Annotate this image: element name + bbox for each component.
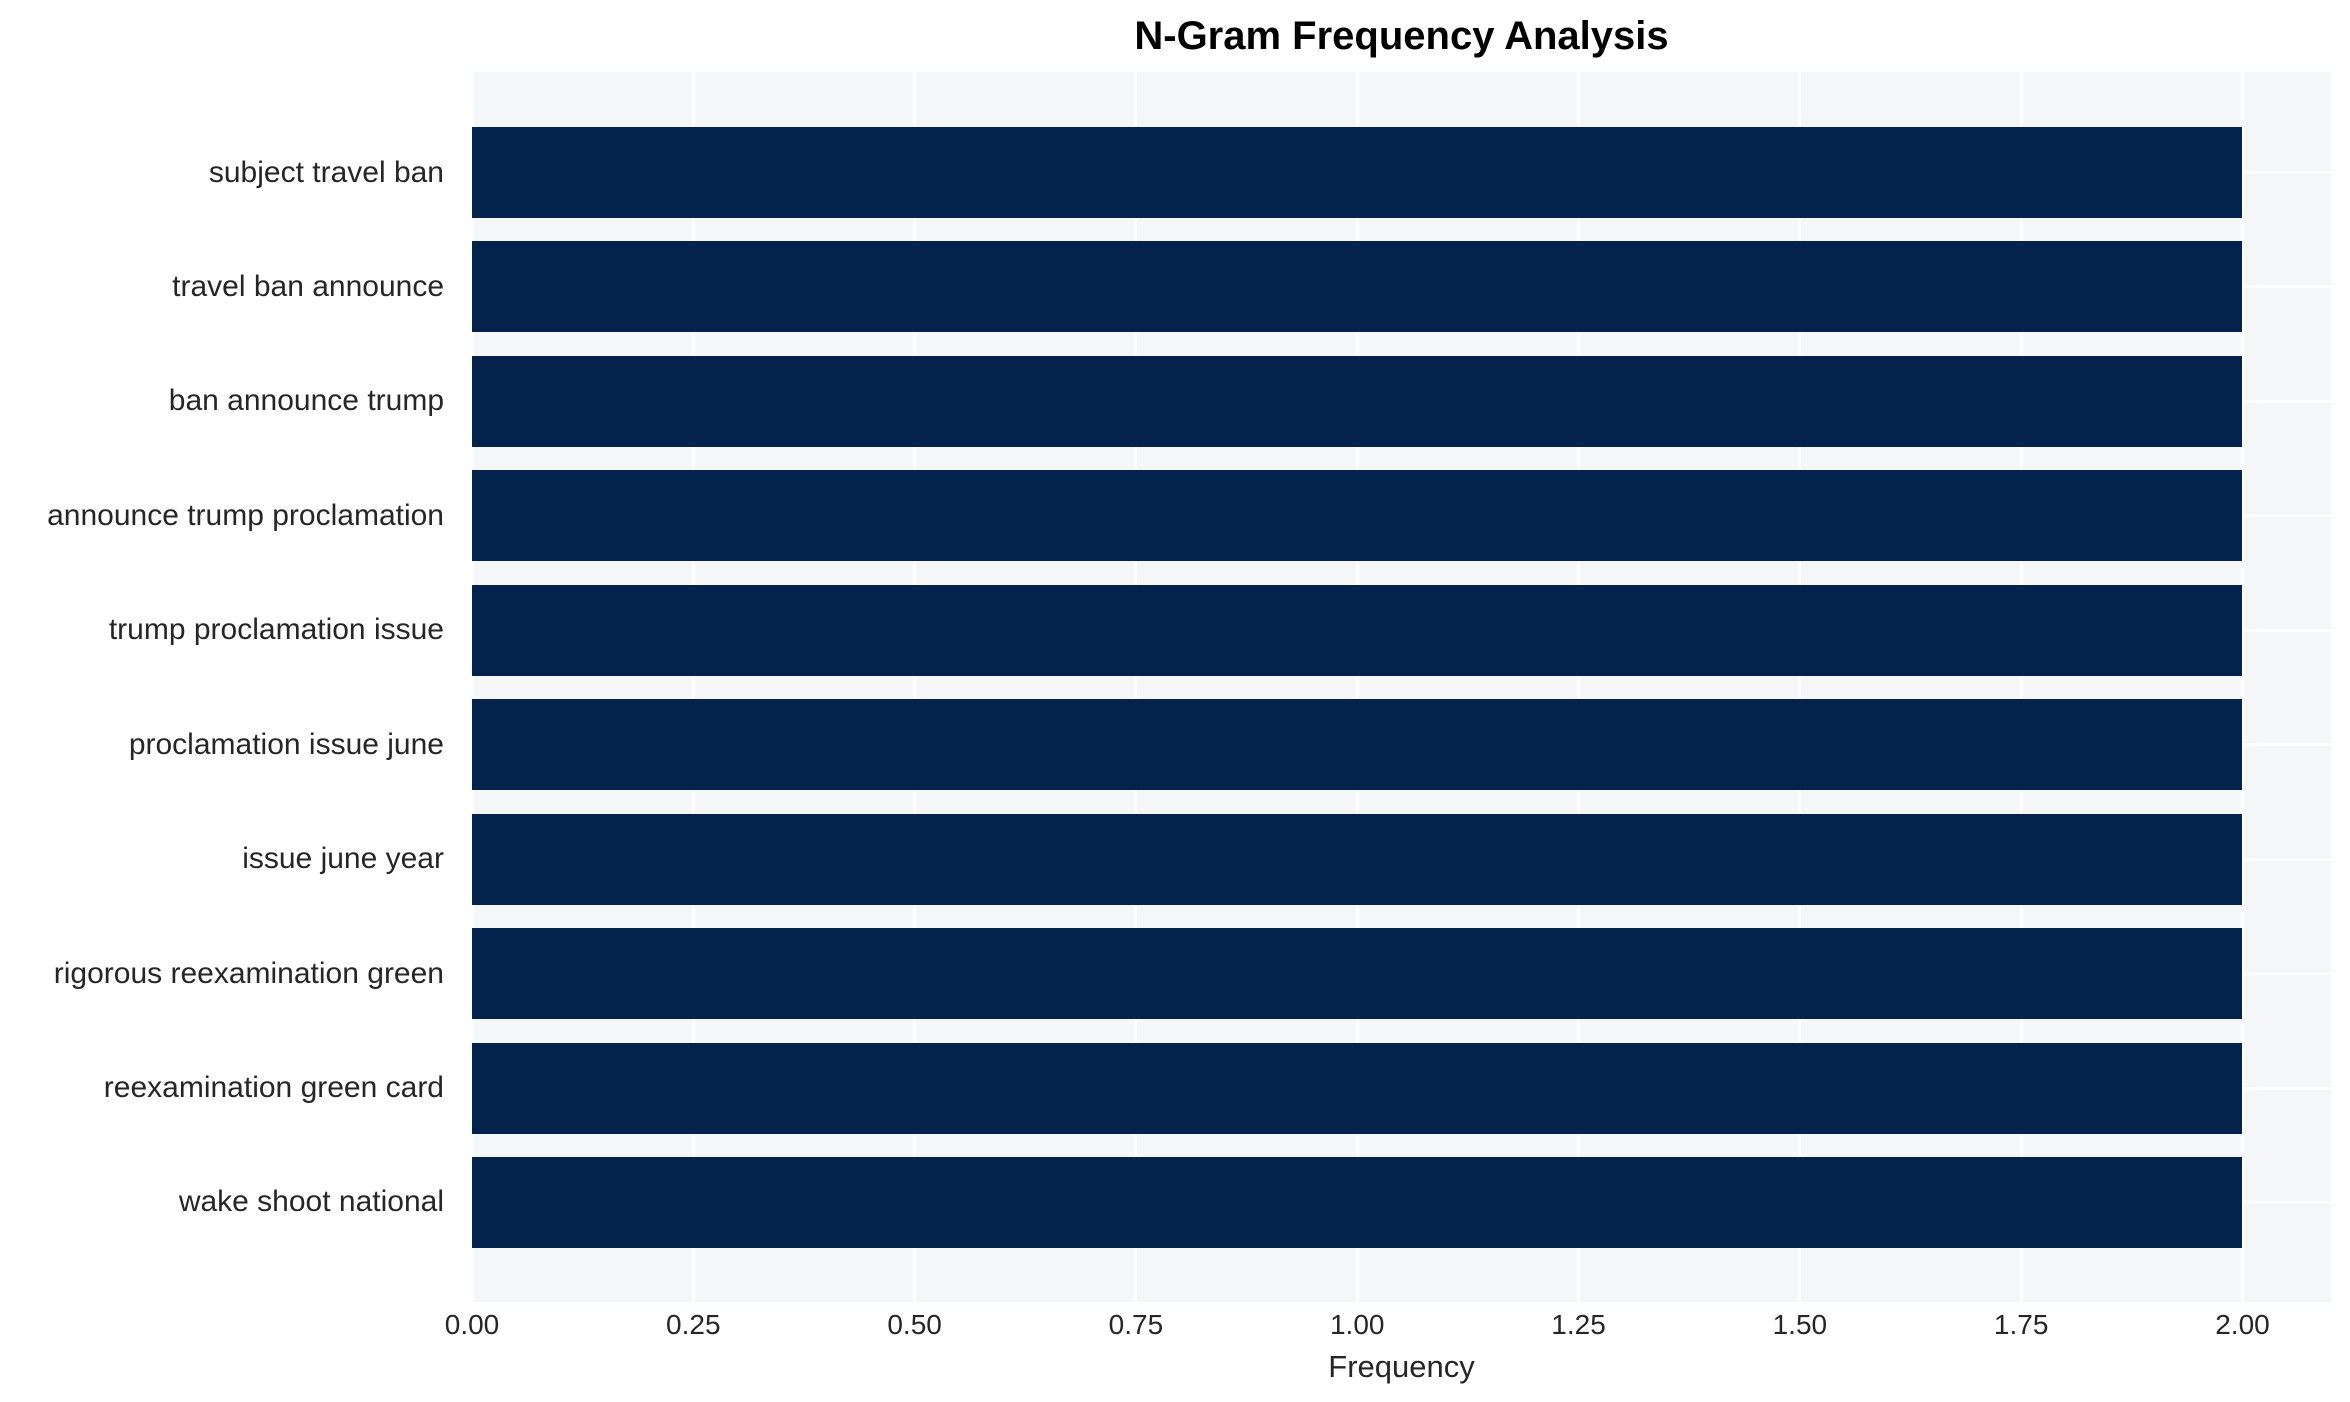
y-tick-label: announce trump proclamation — [47, 498, 444, 532]
x-tick-label-2.00: 2.00 — [2215, 1309, 2270, 1340]
x-tick-label-0.50: 0.50 — [887, 1309, 942, 1340]
bar-issue-june-year — [472, 813, 2243, 905]
bar-reexamination-green-card — [472, 1042, 2243, 1134]
x-axis-title: Frequency — [1328, 1349, 1475, 1384]
y-tick-label: subject travel ban — [208, 155, 444, 189]
y-tick-label: proclamation issue june — [128, 727, 444, 761]
x-tick-label-1.25: 1.25 — [1551, 1309, 1606, 1340]
x-tick-label-0.75: 0.75 — [1108, 1309, 1164, 1340]
y-tick-label: wake shoot national — [178, 1185, 444, 1219]
bar-subject-travel-ban — [472, 127, 2243, 218]
y-tick-label: reexamination green card — [103, 1071, 444, 1105]
bar-rigorous-reexamination-green — [472, 928, 2243, 1020]
bar-trump-proclamation-issue — [472, 584, 2243, 676]
y-tick-label: ban announce trump — [168, 384, 444, 418]
bar-ban-announce-trump — [472, 355, 2243, 447]
y-tick-label: trump proclamation issue — [108, 613, 444, 647]
x-gridline-1.00 — [1355, 72, 1359, 1302]
x-tick-label-1.75: 1.75 — [1993, 1309, 2049, 1340]
x-tick-label-0.00: 0.00 — [444, 1309, 500, 1340]
x-axis-ticks: 0.00 0.25 0.50 0.75 1.00 1.25 1.50 1.75 2.00 — [445, 1308, 2331, 1344]
bar-travel-ban-announce — [472, 241, 2243, 333]
bar-proclamation-issue-june — [472, 699, 2243, 791]
x-tick-label-0.25: 0.25 — [666, 1309, 721, 1340]
x-gridline-2.00 — [2240, 72, 2244, 1302]
y-axis-labels: subject travel ban travel ban announce ban… — [0, 72, 458, 1302]
bar-wake-shoot-national — [472, 1156, 2243, 1248]
x-gridline-0.00 — [472, 72, 474, 1302]
x-gridline-0.25 — [691, 72, 695, 1302]
y-tick-label: rigorous reexamination green — [53, 956, 444, 990]
plot-area — [472, 72, 2331, 1302]
x-gridline-1.50 — [1798, 72, 1802, 1302]
y-tick-label: issue june year — [242, 842, 444, 876]
x-tick-label-1.00: 1.00 — [1329, 1309, 1385, 1340]
y-tick-label: travel ban announce — [172, 269, 444, 303]
x-gridline-1.75 — [2019, 72, 2023, 1302]
x-tick-label-1.50: 1.50 — [1772, 1309, 1828, 1340]
bar-announce-trump-proclamation — [472, 470, 2243, 562]
x-gridline-1.25 — [1577, 72, 1581, 1302]
chart-title: N-Gram Frequency Analysis — [1134, 14, 1669, 58]
x-gridline-0.75 — [1134, 72, 1138, 1302]
x-gridline-0.50 — [913, 72, 917, 1302]
